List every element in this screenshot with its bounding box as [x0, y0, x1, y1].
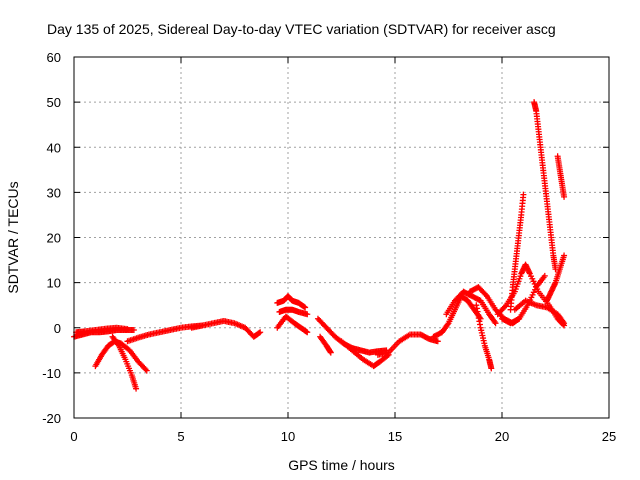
y-tick-label: 40 — [47, 140, 61, 155]
data-point — [444, 321, 451, 328]
y-tick-label: 0 — [54, 321, 61, 336]
x-tick-label: 20 — [495, 429, 509, 444]
x-tick-label: 5 — [177, 429, 184, 444]
series-base-2 — [73, 324, 131, 336]
data-point — [304, 311, 311, 318]
x-tick-label: 0 — [70, 429, 77, 444]
series-spike-c — [554, 153, 568, 200]
data-point — [143, 367, 150, 374]
y-tick-label: 10 — [47, 276, 61, 291]
data-point — [488, 365, 495, 372]
data-point — [133, 385, 140, 392]
x-tick-label: 10 — [281, 429, 295, 444]
x-axis-label: GPS time / hours — [288, 457, 395, 473]
data-point — [560, 318, 567, 325]
x-tick-label: 15 — [388, 429, 402, 444]
series-noon-c — [338, 338, 392, 370]
data-point — [434, 338, 441, 345]
data-point — [302, 304, 309, 311]
data-point — [142, 366, 149, 373]
series-drop — [473, 302, 495, 372]
series-noon-b — [317, 333, 334, 356]
data-point — [541, 272, 548, 279]
data-point — [561, 252, 568, 259]
y-tick-label: 20 — [47, 231, 61, 246]
y-tick-label: 30 — [47, 185, 61, 200]
y-tick-label: 50 — [47, 95, 61, 110]
data-point — [482, 291, 489, 298]
data-point — [492, 320, 499, 327]
series-evening-b — [443, 288, 499, 327]
data-point — [327, 349, 334, 356]
data-points — [71, 99, 568, 392]
data-point — [491, 318, 498, 325]
data-point — [115, 341, 122, 348]
grid — [74, 57, 609, 418]
y-tick-label: -10 — [42, 366, 61, 381]
series-ten-a — [274, 293, 309, 311]
series-ten-b — [276, 306, 311, 318]
series-noon-a — [314, 315, 390, 356]
data-point — [520, 191, 527, 198]
series-spike-b — [531, 99, 559, 273]
x-tick-label: 25 — [602, 429, 616, 444]
data-point — [124, 326, 131, 333]
series-dip-2 — [109, 333, 140, 392]
series-afternoon — [374, 331, 441, 358]
y-tick-label: 60 — [47, 50, 61, 65]
data-point — [561, 193, 568, 200]
series-ten-c — [274, 313, 311, 336]
data-point — [130, 327, 137, 334]
chart-title: Day 135 of 2025, Sidereal Day-to-day VTE… — [47, 21, 556, 37]
data-point — [304, 329, 311, 336]
y-tick-label: -20 — [42, 411, 61, 426]
axis-ticks: 0 5 10 15 20 25 -20 -10 0 10 20 30 40 50 60 — [42, 50, 616, 444]
series-hump-d — [511, 297, 568, 327]
data-point — [561, 320, 568, 327]
data-point — [257, 329, 264, 336]
data-point — [502, 303, 509, 310]
y-axis-label: SDTVAR / TECUs — [5, 181, 21, 293]
series-morning — [188, 317, 264, 340]
series-spike-a — [507, 191, 527, 313]
series-spike-d — [543, 252, 568, 304]
